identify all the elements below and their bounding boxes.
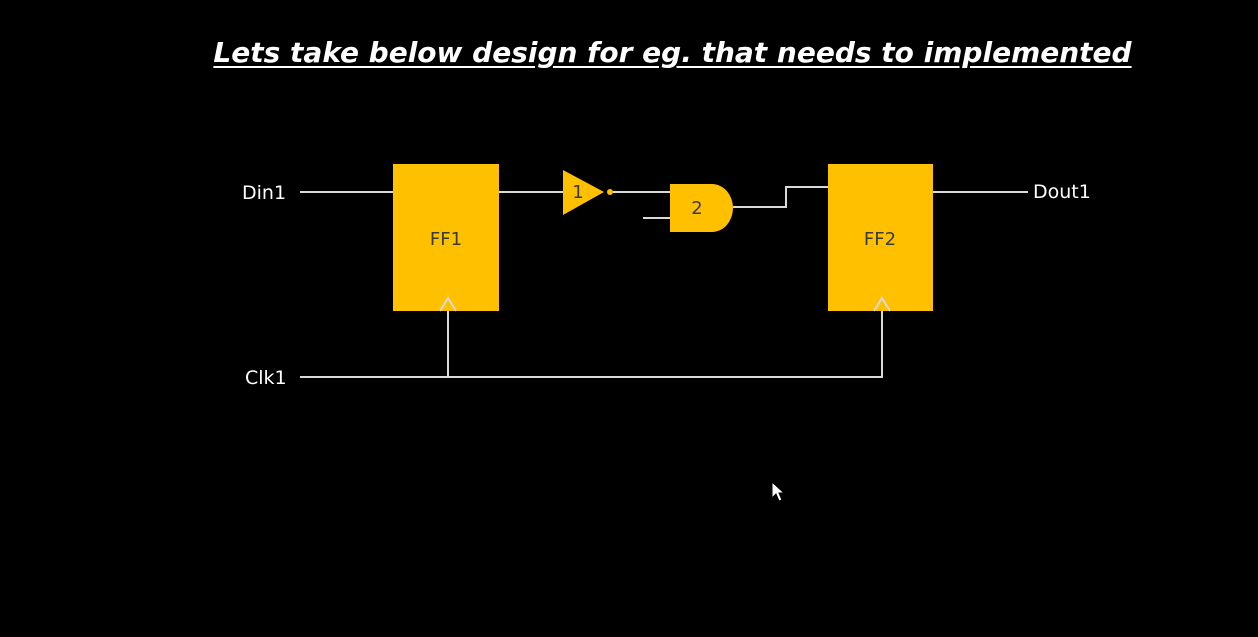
wire-clock-to-ff2 <box>300 311 883 378</box>
mouse-pointer-icon <box>771 481 786 502</box>
and-gate-label: 2 <box>691 198 702 219</box>
and-gate: 2 <box>670 184 733 232</box>
wire-and-to-ff2 <box>733 186 828 208</box>
ff1-label: FF1 <box>430 229 462 250</box>
inverter-gate: 1 <box>563 170 613 215</box>
dout-label: Dout1 <box>1033 181 1091 203</box>
clock-edge-icon <box>873 296 891 312</box>
clk-label: Clk1 <box>245 367 287 389</box>
flip-flop-ff1: FF1 <box>393 164 499 312</box>
slide-title: Lets take below design for eg. that need… <box>213 36 1132 69</box>
flip-flop-ff2: FF2 <box>828 164 933 312</box>
din-label: Din1 <box>242 182 286 204</box>
clock-edge-icon <box>439 296 457 312</box>
ff2-label: FF2 <box>864 229 896 250</box>
inverter-label: 1 <box>572 182 583 203</box>
